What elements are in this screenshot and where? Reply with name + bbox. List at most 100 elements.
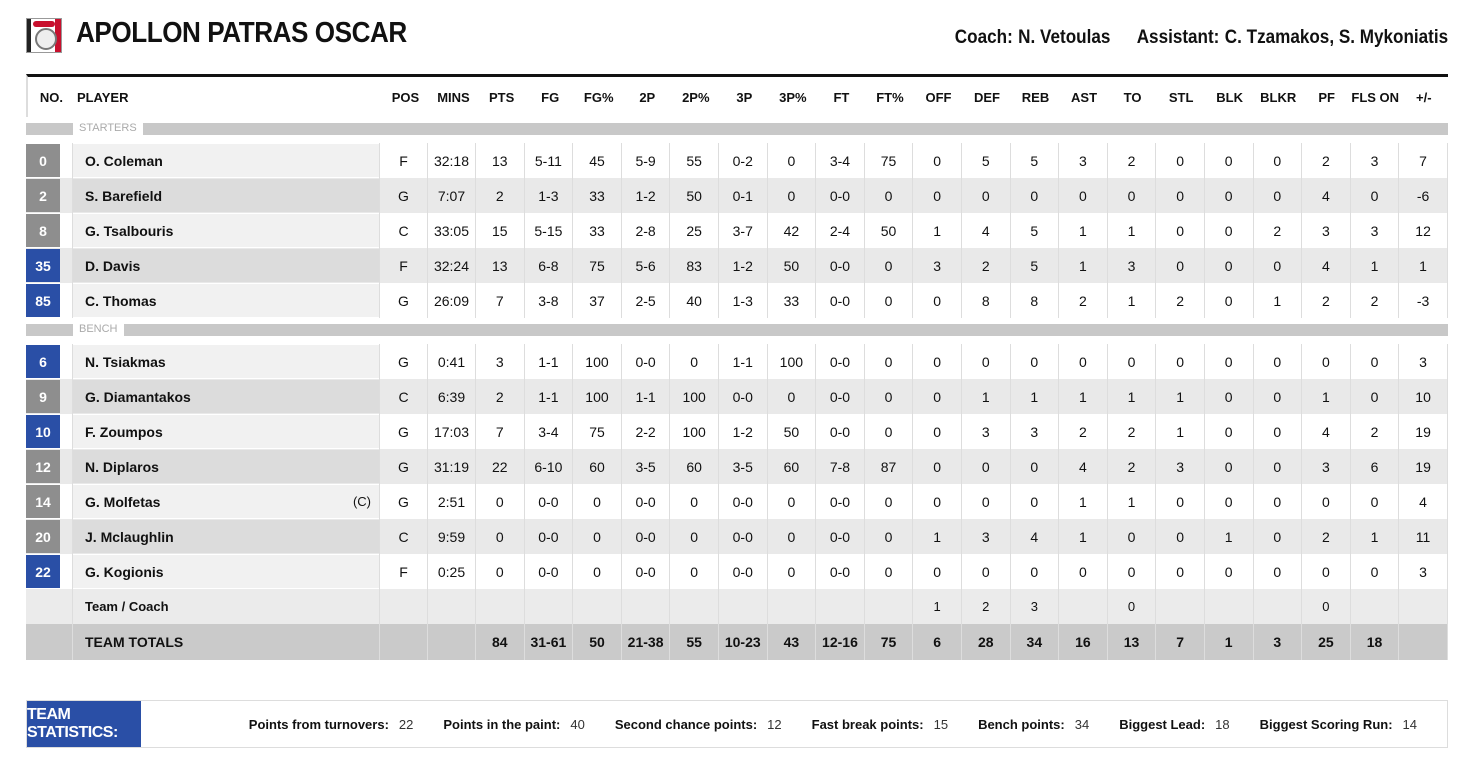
coach-label: Coach: [954,27,1013,48]
column-header-pf[interactable]: PF [1318,89,1336,105]
stat-off: 6 [913,624,962,660]
stat-blk: 0 [1205,554,1254,589]
stat-to: 0 [1108,519,1157,554]
column-header-to[interactable]: TO [1123,89,1142,105]
stat-blk: 1 [1205,624,1254,660]
player-name[interactable]: C. Thomas [73,284,379,317]
stat--: 19 [1399,449,1448,484]
player-row: 6 N. Tsiakmas G 0:41 3 1-1 100 0-0 0 1-1 100 0-0 0 0 0… [26,344,1448,379]
stat-ft-: 87 [865,449,914,484]
player-row: 20 J. Mclaughlin C 9:59 0 0-0 0 0-0 0 0-0 0 0-0 0 1 3 4… [26,519,1448,554]
player-name-cell: O. Coleman [73,143,380,178]
player-name-text[interactable]: J. Mclaughlin [85,528,174,545]
stat--: 3 [1399,344,1448,379]
player-name[interactable]: D. Davis [73,249,379,282]
column-header-2p[interactable]: 2P [639,89,656,105]
column-header-off[interactable]: OFF [925,89,952,105]
column-header-blk[interactable]: BLK [1216,89,1243,105]
player-row: 2 S. Barefield G 7:07 2 1-3 33 1-2 50 0-1 0 0-0 0 0 0 0… [26,178,1448,213]
stat-to: 0 [1108,178,1157,213]
column-header-ft-[interactable]: FT% [876,89,904,105]
player-row: 0 O. Coleman F 32:18 13 5-11 45 5-9 55 0-2 0 3-4 75 0… [26,143,1448,178]
stat-blkr: 0 [1254,449,1303,484]
player-name[interactable]: S. Barefield [73,179,379,212]
player-name[interactable]: O. Coleman [73,144,379,177]
player-name-text[interactable]: G. Kogionis [85,563,164,580]
column-header-ft[interactable]: FT [833,89,850,105]
column-header-blkr[interactable]: BLKR [1260,89,1297,105]
stat-blk: 0 [1205,449,1254,484]
column-header-pos[interactable]: POS [391,89,420,105]
stat-pts: 84 [476,624,525,660]
stat-3p: 1-1 [719,344,768,379]
stat-2p: 1-2 [622,178,671,213]
stat-pts: 0 [476,484,525,519]
player-name-text[interactable]: G. Diamantakos [85,388,191,405]
stat-2p-: 0 [670,554,719,589]
section-starters: STARTERS [26,122,1448,135]
player-name-text[interactable]: O. Coleman [85,152,163,169]
stat-ft-: 0 [865,379,914,414]
column-header-no-[interactable]: NO. [39,89,64,105]
player-row: 35 D. Davis F 32:24 13 6-8 75 5-6 83 1-2 50 0-0 0 3 2 5… [26,248,1448,283]
player-name[interactable]: F. Zoumpos [73,415,379,448]
player-name[interactable]: N. Diplaros [73,450,379,483]
stat-fg: 5-11 [525,143,574,178]
column-header-fg[interactable]: FG [541,89,560,105]
player-name-text[interactable]: N. Tsiakmas [85,353,166,370]
column-header-2p-[interactable]: 2P% [682,89,710,105]
stat-ast: 0 [1059,178,1108,213]
stat-fls-on: 0 [1351,484,1400,519]
stat-ft-: 0 [865,178,914,213]
stat-ft: 0-0 [816,178,865,213]
stat-to: 1 [1108,379,1157,414]
column-header-ast[interactable]: AST [1071,89,1098,105]
column-header-stl[interactable]: STL [1168,89,1194,105]
player-name-text[interactable]: C. Thomas [85,292,157,309]
stat-2p-: 25 [670,213,719,248]
player-name[interactable]: G. Molfetas (C) [73,485,379,518]
column-header-fg-[interactable]: FG% [583,89,614,105]
player-name-text[interactable]: D. Davis [85,257,141,274]
column-header-player[interactable]: PLAYER [76,89,129,105]
player-name-cell: G. Kogionis [73,554,380,589]
stat-- [1399,624,1448,660]
stat-fg-: 45 [573,143,622,178]
column-header-pts[interactable]: PTS [489,89,515,105]
player-name[interactable]: N. Tsiakmas [73,345,379,378]
stat-pf: 2 [1302,283,1351,318]
stat-stl: 0 [1156,519,1205,554]
player-name-text[interactable]: N. Diplaros [85,458,159,475]
player-number: 14 [26,485,60,518]
stat-reb: 0 [1011,344,1060,379]
stat-2p-: 83 [670,248,719,283]
team-logo [26,18,62,53]
player-name-text[interactable]: F. Zoumpos [85,423,163,440]
player-name[interactable]: G. Tsalbouris [73,214,379,247]
empty-cell [428,589,476,624]
player-name-text[interactable]: G. Tsalbouris [85,222,174,239]
player-position: G [380,283,428,318]
column-header-mins[interactable]: MINS [437,89,470,105]
column-header-def[interactable]: DEF [973,89,1000,105]
column-header-reb[interactable]: REB [1021,89,1050,105]
player-name-text[interactable]: S. Barefield [85,187,163,204]
stat-fg: 3-4 [525,414,574,449]
player-number: 12 [26,450,60,483]
player-name[interactable]: G. Kogionis [73,555,379,588]
stat-2p- [670,589,719,624]
column-header-fls-on[interactable]: FLS ON [1351,89,1400,105]
stat-off: 0 [913,283,962,318]
stat-3p-: 100 [768,344,817,379]
stat-def: 2 [962,589,1011,624]
column-header--[interactable]: +/- [1415,89,1432,105]
player-name[interactable]: G. Diamantakos [73,380,379,413]
column-header-3p[interactable]: 3P [736,89,753,105]
player-number: 8 [26,214,60,247]
player-name-text[interactable]: G. Molfetas [85,493,161,510]
column-header-3p-[interactable]: 3P% [779,89,807,105]
player-name[interactable]: J. Mclaughlin [73,520,379,553]
stat-ft: 0-0 [816,414,865,449]
player-position: F [380,554,428,589]
team-stat-value: 15 [933,716,949,732]
